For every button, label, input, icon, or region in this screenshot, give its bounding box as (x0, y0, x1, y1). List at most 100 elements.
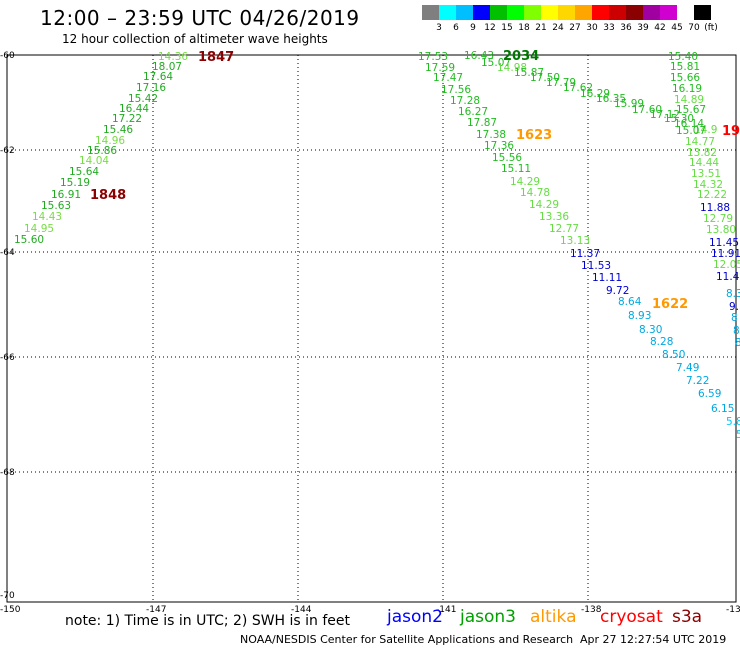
wave-height-value: 13.82 (687, 147, 717, 159)
wave-height-value: 15.86 (87, 145, 117, 157)
color-scale-label: 70 (688, 23, 700, 33)
color-swatch (439, 5, 456, 20)
wave-height-value: 12.77 (549, 223, 579, 235)
generation-timestamp: Apr 27 12:27:54 UTC 2019 (580, 633, 727, 646)
wave-height-value: 15.99 (614, 98, 644, 110)
wave-height-value: 13.51 (691, 168, 721, 180)
wave-height-value: 15.46 (103, 124, 133, 136)
wave-height-value: 17.22 (112, 113, 142, 125)
wave-height-value: 12.05 (713, 259, 740, 271)
wave-height-value: 16.29 (580, 88, 610, 100)
wave-height-value: 17.59 (425, 62, 455, 74)
wave-height-value: 17.87 (467, 117, 497, 129)
altimeter-tracks: 14.3618.0717.6417.1615.4216.4417.2215.46… (14, 49, 740, 441)
wave-height-value: 8.93 (628, 310, 651, 322)
color-swatch (677, 5, 694, 20)
wave-height-value: 14.29 (510, 176, 540, 188)
longitude-label: -138 (581, 605, 602, 615)
wave-height-value: 15.66 (670, 72, 700, 84)
pass-time-label: 1623 (516, 128, 552, 143)
wave-height-value: 11.53 (581, 260, 611, 272)
color-scale-bar: 3 6 9 12 15 18 21 24 27 30 33 36 39 42 45 70 (ft) (422, 5, 718, 35)
wave-height-value: 17.50 (530, 72, 560, 84)
color-scale-label: 42 (654, 23, 666, 33)
legend-altika: altika (530, 607, 577, 627)
color-swatch (609, 5, 626, 20)
wave-height-value: 16.27 (458, 106, 488, 118)
longitude-label: -150 (0, 605, 21, 615)
color-swatch (456, 5, 473, 20)
wave-height-value: 13.36 (539, 211, 569, 223)
color-scale-label: 18 (518, 23, 530, 33)
wave-height-value: 6.15 (711, 403, 734, 415)
color-scale-label: 21 (535, 23, 547, 33)
wave-height-value: 9. (729, 301, 739, 313)
wave-height-value: 8.64 (618, 296, 642, 308)
wave-height-value: 15.40 (668, 51, 698, 63)
wave-height-value: 11.11 (592, 272, 622, 284)
color-swatch (422, 5, 439, 20)
wave-height-value: 17.38 (476, 129, 506, 141)
color-scale-label: 6 (453, 23, 459, 33)
wave-height-value: 15.64 (69, 166, 99, 178)
color-scale-label: 30 (586, 23, 598, 33)
wave-height-value: 7.49 (676, 362, 699, 374)
wave-height-value: 11.45 (709, 237, 739, 249)
wave-height-value: 15.07 (676, 125, 706, 137)
legend: note: 1) Time is in UTC; 2) SWH is in fe… (65, 607, 702, 629)
wave-height-value: 11.91 (711, 248, 740, 260)
wave-height-value: 12.79 (703, 213, 733, 225)
wave-height-value: 8.3 (726, 288, 740, 300)
wave-height-value: 6.59 (698, 388, 721, 400)
wave-height-value: 17.79 (546, 77, 576, 89)
wave-height-value: 17.47 (433, 72, 463, 84)
wave-height-value: 17.36 (484, 140, 514, 152)
wave-height-value: 9.72 (606, 285, 629, 297)
color-swatch (592, 5, 609, 20)
pass-time-label: 1848 (90, 188, 126, 203)
wave-height-value: 14.32 (693, 179, 723, 191)
wave-height-value: 11.37 (570, 248, 600, 260)
wave-height-value: 16.35 (596, 93, 626, 105)
wave-height-value: 14.78 (520, 187, 550, 199)
axis-labels: -60 -62 -64 -66 -68 -70 -150 -147 -144 -141 -138 -1… (0, 51, 740, 615)
latitude-label: -62 (0, 146, 15, 156)
latitude-label: -60 (0, 51, 15, 61)
wave-height-value: 5 (736, 429, 740, 441)
wave-height-value: 17.60 (632, 104, 662, 116)
wave-height-value: 16.19 (672, 83, 702, 95)
wave-height-value: 13.80 (706, 224, 736, 236)
legend-s3a: s3a (672, 607, 703, 627)
wave-height-value: 14.43 (32, 211, 62, 223)
wave-height-value: 14.9 (694, 124, 717, 136)
longitude-label: -147 (146, 605, 166, 615)
wave-height-value: 8 (733, 325, 740, 337)
wave-height-value: 17.12 (650, 109, 680, 121)
wave-height-value: 12.22 (697, 189, 727, 201)
wave-height-value: 14.95 (24, 223, 54, 235)
color-scale-label: 15 (501, 23, 513, 33)
color-scale-label: 36 (620, 23, 632, 33)
color-scale-label: 33 (603, 23, 615, 33)
color-scale-label: 24 (552, 23, 564, 33)
wave-height-value: 14.98 (497, 62, 527, 74)
wave-height-value: 15.63 (41, 200, 71, 212)
wave-height-value: 14.29 (529, 199, 559, 211)
wave-height-value: 14.77 (685, 136, 715, 148)
color-swatch (694, 5, 711, 20)
wave-height-value: 8 (731, 312, 738, 324)
color-scale-label: 27 (569, 23, 581, 33)
legend-jason3: jason3 (460, 607, 516, 627)
wave-height-value: 16.14 (674, 118, 704, 130)
color-scale-label: 9 (470, 23, 476, 33)
wave-height-value: 18.07 (152, 61, 182, 73)
wave-height-value: 14.04 (79, 155, 109, 167)
color-swatch (507, 5, 524, 20)
pass-time-label: 2034 (503, 49, 539, 64)
color-scale-label: (ft) (704, 23, 718, 33)
color-scale-label: 3 (436, 23, 442, 33)
latitude-label: -64 (0, 248, 15, 258)
wave-height-value: 8.28 (650, 336, 673, 348)
legend-cryosat: cryosat (600, 607, 663, 627)
